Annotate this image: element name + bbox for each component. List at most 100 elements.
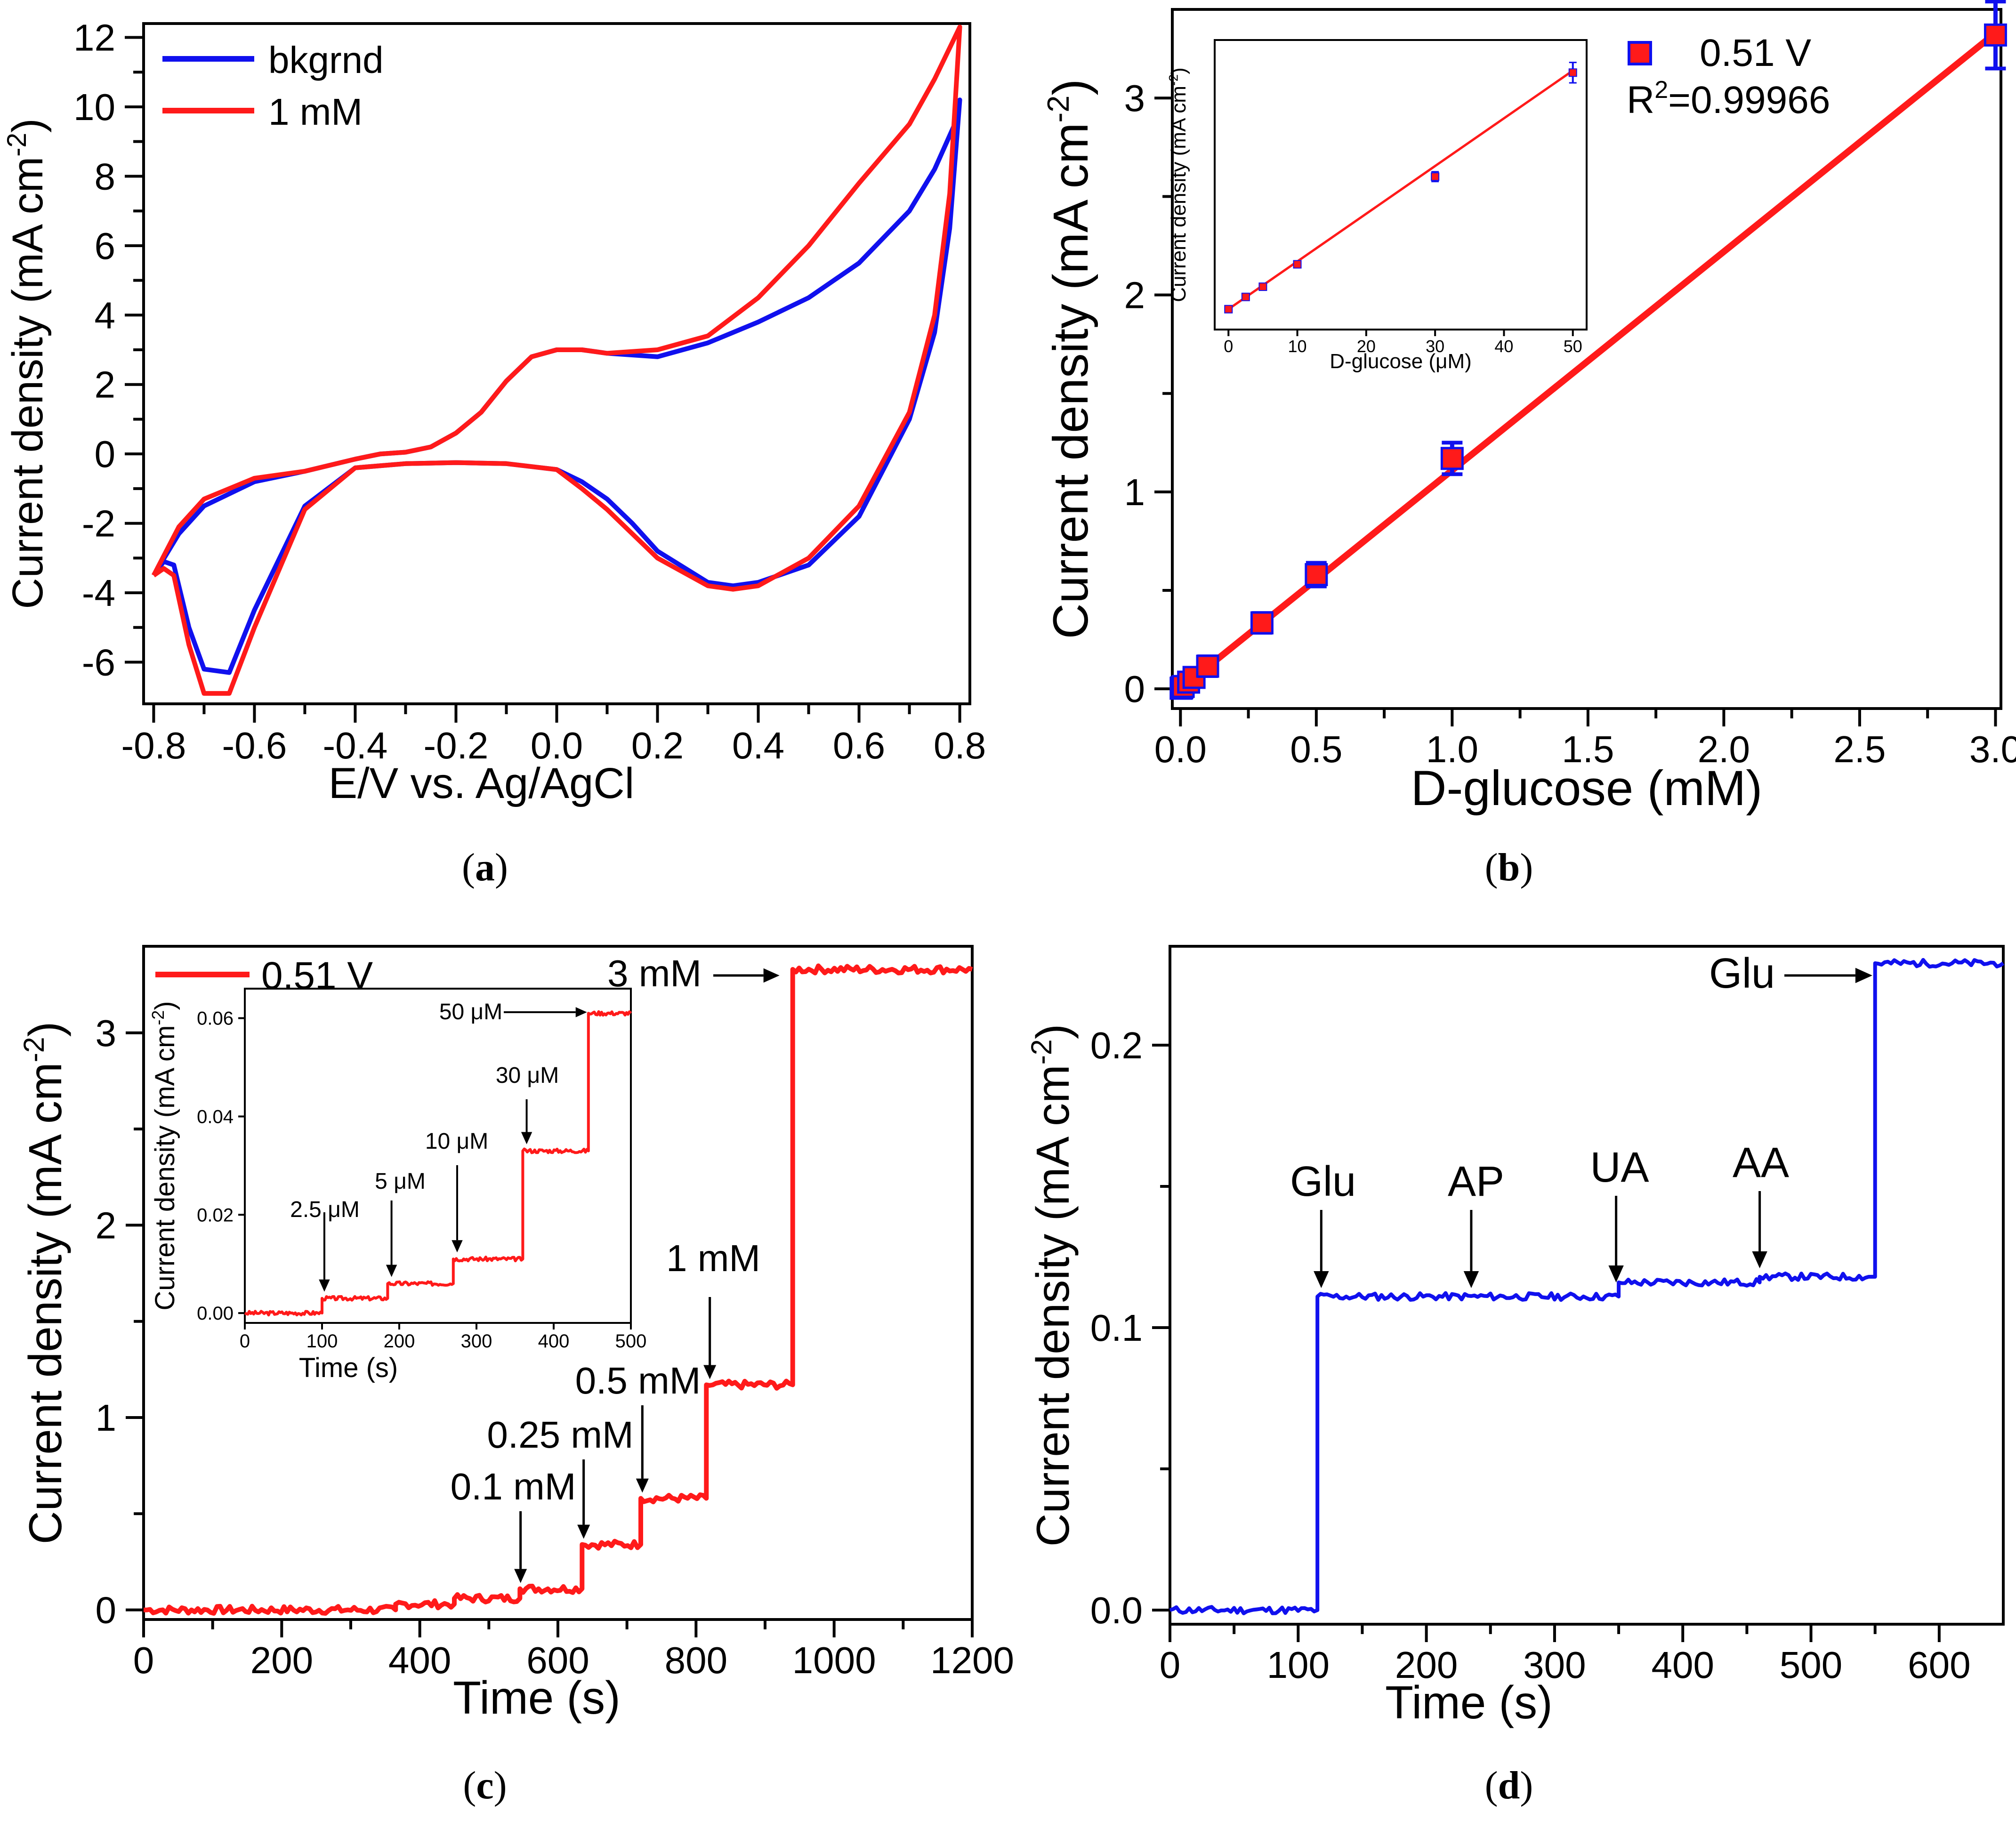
legend-label: bkgrnd <box>268 39 384 81</box>
inset-data-point <box>1258 282 1267 291</box>
arrow-ap-head <box>1463 1271 1479 1288</box>
panel-b-inset: 0 10 20 30 40 50 D-glucose (μM) Current density… <box>1166 39 1588 373</box>
x-tick-label: -0.2 <box>424 725 489 766</box>
caption-letter: c <box>476 1764 493 1807</box>
y-axis-title-main: Current density (mA cm <box>1027 1064 1079 1547</box>
caption-letter: b <box>1498 846 1520 889</box>
caption-a: (a) <box>462 846 508 889</box>
x-axis-title: Time (s) <box>1385 1676 1553 1728</box>
inset-data-point <box>1293 260 1302 269</box>
data-point <box>1305 563 1328 587</box>
x-tick-label: 0.6 <box>833 725 885 766</box>
y-axis-title-close: ) <box>150 1001 180 1010</box>
annotation-label: 0.1 mM <box>451 1466 576 1507</box>
caption-open: ( <box>1485 1764 1498 1807</box>
inset-annotation-label: 50 μM <box>439 999 502 1024</box>
data-point <box>1250 611 1274 635</box>
annotation-label: 0.25 mM <box>487 1414 633 1456</box>
inset-data-point <box>1568 68 1577 77</box>
inset-annotation-label: 2.5 μM <box>290 1197 360 1222</box>
y-tick-label: 3 <box>96 1012 117 1054</box>
y-axis-title: Current density (mA cm-2) <box>2 118 52 609</box>
annotation-label: UA <box>1590 1144 1649 1191</box>
y-axis-title-close: ) <box>19 1022 71 1037</box>
x-axis-title: E/V vs. Ag/AgCl <box>329 759 634 807</box>
arrow-0-25mM-head <box>577 1524 590 1539</box>
x-tick-label: 1000 <box>792 1639 876 1681</box>
y-axis-title-sup: -2 <box>1166 74 1180 86</box>
x-tick-label: 400 <box>538 1331 570 1352</box>
y-axis-title-main: Current density (mA cm <box>4 157 52 609</box>
x-tick-label: 300 <box>461 1331 492 1352</box>
panel-b-inset-frame <box>1214 39 1588 330</box>
y-tick-label: 3 <box>1124 77 1145 119</box>
y-axis-title-close: ) <box>1167 67 1190 74</box>
x-tick-label: 0.5 <box>1290 728 1342 770</box>
y-tick-label: 0.06 <box>197 1008 234 1029</box>
x-tick-label: 0.8 <box>934 725 986 766</box>
y-tick-label: 0.1 <box>1090 1307 1143 1349</box>
arrow-3mM-head <box>763 968 780 983</box>
r2-sup: 2 <box>1654 76 1668 104</box>
series-line-1-mM <box>151 24 962 696</box>
x-tick-label: -0.8 <box>121 725 186 766</box>
y-tick-label: 0.2 <box>1090 1024 1143 1066</box>
y-tick-label: 6 <box>95 225 116 267</box>
y-axis-title-main: Current density (mA cm <box>19 1062 71 1544</box>
legend-marker <box>1628 41 1652 65</box>
x-tick-label: 1.5 <box>1562 728 1614 770</box>
x-tick-label: -0.4 <box>323 725 388 766</box>
y-axis-title-close: ) <box>1043 79 1098 96</box>
y-axis-title-sup: -2 <box>148 1010 168 1025</box>
legend-label: 1 mM <box>268 91 363 133</box>
y-axis-title: Current density (mA cm-2) <box>1041 79 1098 639</box>
inset-annotation-label: 5 μM <box>375 1169 426 1194</box>
inset-arrow-10uM-head <box>452 1240 463 1253</box>
inset-data-point <box>1241 292 1250 301</box>
inset-arrow-50uM-head <box>575 1007 587 1017</box>
annotation-label: Glu <box>1709 950 1775 997</box>
y-tick-label: 0 <box>96 1589 117 1631</box>
fit-line <box>1178 30 1998 692</box>
x-tick-label: 30 <box>1426 337 1444 356</box>
x-tick-label: 0.2 <box>631 725 684 766</box>
caption-letter: d <box>1498 1764 1520 1807</box>
x-axis-title: Time (s) <box>299 1353 398 1383</box>
arrow-1mM-head <box>703 1365 717 1379</box>
caption-letter: a <box>475 846 495 889</box>
x-tick-label: 40 <box>1494 337 1513 356</box>
caption-close: ) <box>1520 846 1533 889</box>
annotation-label: Glu <box>1290 1158 1356 1205</box>
panel-c-inset-frame <box>244 988 632 1324</box>
annotation-label: 0.5 mM <box>575 1360 701 1402</box>
x-tick-label: 100 <box>1267 1644 1330 1686</box>
data-point <box>1984 23 2007 47</box>
x-tick-label: 0 <box>1224 337 1233 356</box>
x-tick-label: 50 <box>1564 337 1582 356</box>
data-point <box>1440 447 1464 470</box>
panel-b: 0.0 0.5 1.0 1.5 2.0 2.5 3.0 0 1 2 3 D-glucose (mM) C… <box>1041 0 2016 889</box>
x-axis-title: D-glucose (mM) <box>1411 761 1763 816</box>
inset-annotation-label: 30 μM <box>496 1063 559 1088</box>
y-axis-title: Current density (mA cm-2) <box>18 1022 71 1545</box>
caption-close: ) <box>494 1764 507 1807</box>
inset-arrow-2-5uM-head <box>319 1279 330 1292</box>
x-tick-label: 1.0 <box>1426 728 1478 770</box>
y-axis-title-close: ) <box>1027 1024 1079 1039</box>
y-tick-label: 0.02 <box>197 1205 234 1225</box>
caption-c: (c) <box>463 1764 507 1807</box>
series-line-bkgrnd <box>152 97 962 675</box>
series-line <box>1169 958 2005 1615</box>
inset-data-point <box>1431 172 1440 181</box>
y-tick-label: 1 <box>1124 471 1145 513</box>
y-axis-title-sup: -2 <box>1041 96 1075 123</box>
x-tick-label: 0 <box>133 1639 154 1681</box>
y-axis-title: Current density (mA cm-2) <box>148 1001 180 1310</box>
x-tick-label: 3.0 <box>1969 728 2016 770</box>
annotation-label: AA <box>1733 1139 1789 1186</box>
y-tick-label: 0.04 <box>197 1106 234 1127</box>
caption-close: ) <box>495 846 508 889</box>
y-axis-title-close: ) <box>4 118 52 133</box>
x-tick-label: 600 <box>1908 1644 1970 1686</box>
x-tick-label: 2.5 <box>1833 728 1886 770</box>
